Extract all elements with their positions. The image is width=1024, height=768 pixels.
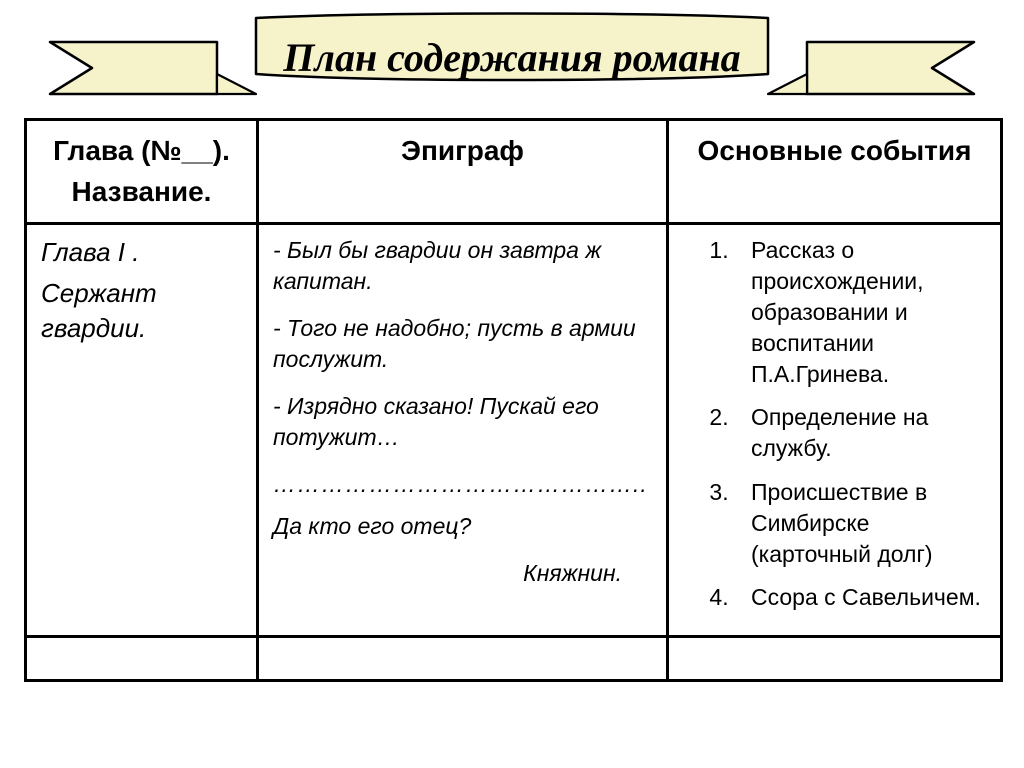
list-item: Ссора с Савельичем. — [735, 582, 986, 613]
epigraph-line: Да кто его отец? — [273, 511, 652, 542]
empty-cell — [26, 636, 258, 680]
cell-epigraph: - Был бы гвардии он завтра ж капитан. - … — [258, 224, 668, 637]
chapter-number: Глава I . — [41, 235, 242, 270]
title-banner: План содержания романа — [0, 12, 1024, 104]
epigraph-line: - Изрядно сказано! Пускай его потужит… — [273, 391, 652, 453]
events-list: Рассказ о происхождении, образовании и в… — [683, 235, 986, 613]
list-item: Определение на службу. — [735, 402, 986, 464]
table-row-empty — [26, 636, 1002, 680]
epigraph-line: - Того не надобно; пусть в армии послужи… — [273, 313, 652, 375]
col-header-chapter: Глава (№__). Название. — [26, 120, 258, 224]
empty-cell — [258, 636, 668, 680]
list-item: Происшествие в Симбирске (карточный долг… — [735, 477, 986, 570]
list-item: Рассказ о происхождении, образовании и в… — [735, 235, 986, 390]
table-row: Глава I . Сержант гвардии. - Был бы гвар… — [26, 224, 1002, 637]
epigraph-ellipsis: ……………………………………….. — [273, 469, 652, 500]
empty-cell — [668, 636, 1002, 680]
cell-chapter: Глава I . Сержант гвардии. — [26, 224, 258, 637]
epigraph-line: - Был бы гвардии он завтра ж капитан. — [273, 235, 652, 297]
ribbon-svg — [32, 12, 992, 104]
chapter-title: Сержант гвардии. — [41, 276, 242, 346]
epigraph-author: Княжнин. — [273, 558, 652, 589]
content-plan-table: Глава (№__). Название. Эпиграф Основные … — [24, 118, 1003, 682]
col-header-events: Основные события — [668, 120, 1002, 224]
cell-events: Рассказ о происхождении, образовании и в… — [668, 224, 1002, 637]
col-header-epigraph: Эпиграф — [258, 120, 668, 224]
table-header-row: Глава (№__). Название. Эпиграф Основные … — [26, 120, 1002, 224]
